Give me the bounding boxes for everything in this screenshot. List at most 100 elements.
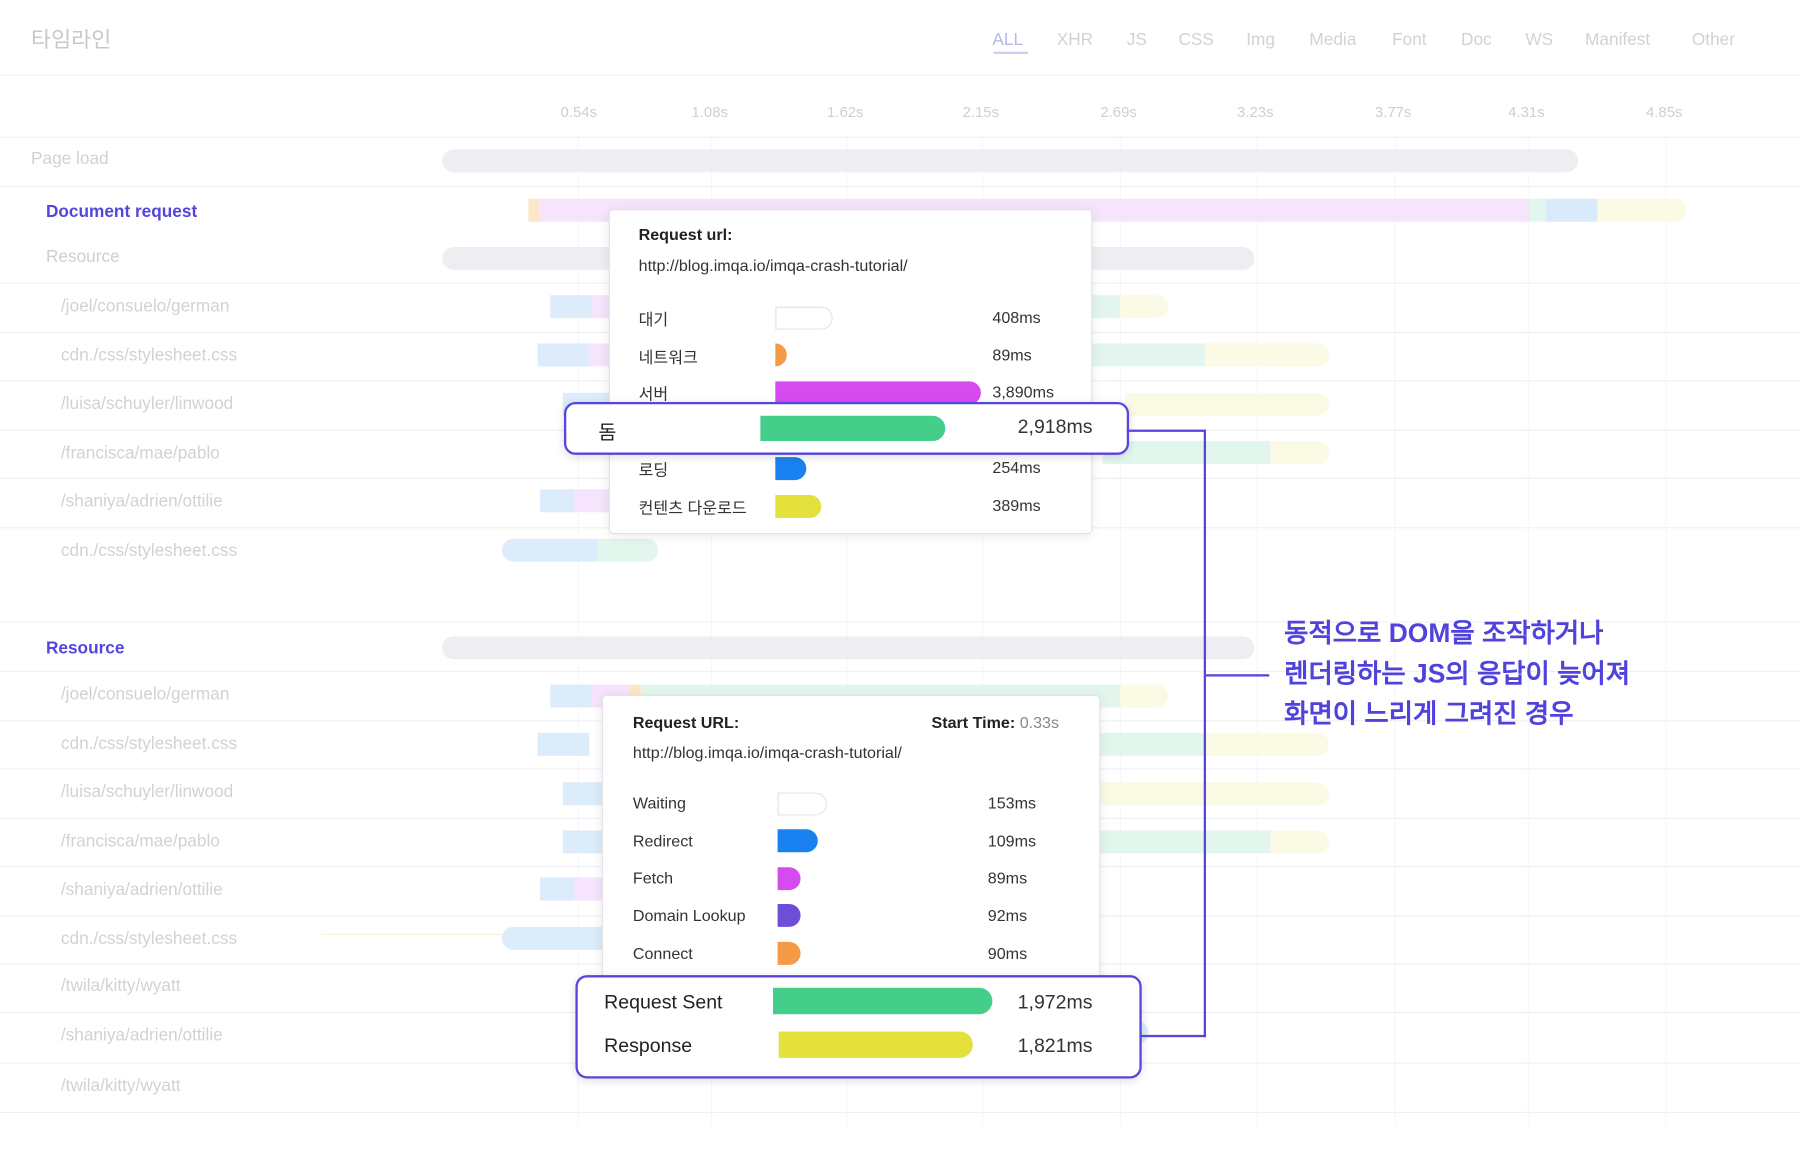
timeline-segment	[1102, 441, 1271, 465]
section-label-document-request: Document request	[45, 202, 198, 222]
section-label-resource: Resource	[45, 638, 125, 659]
timing-label-redirect: Redirect	[632, 831, 693, 850]
timeline-segment	[1597, 198, 1687, 222]
row-label-resource-item: /twila/kitty/wyatt	[60, 1076, 181, 1096]
timing-value-connect: 90ms	[987, 944, 1028, 963]
popup-url-label: Request URL:	[632, 713, 740, 732]
grid-line	[710, 137, 713, 1126]
timeline-segment	[1099, 732, 1205, 756]
connector-faint	[321, 933, 506, 935]
popup-url-label: Request url:	[638, 225, 733, 244]
timeline-segment	[1270, 441, 1329, 465]
connector-line	[1139, 1034, 1207, 1038]
axis-tick: 2.69s	[1100, 103, 1137, 121]
timing-label-connect: Connect	[632, 944, 693, 963]
grid-line	[577, 137, 579, 1126]
connector-line	[1206, 674, 1270, 677]
row-label-resource-item: /joel/consuelo/german	[60, 684, 230, 705]
row-label-resource-item: /shaniya/adrien/ottilie	[60, 491, 223, 512]
filter-tab-ws[interactable]: WS	[1525, 29, 1554, 50]
filter-tab-js[interactable]: JS	[1126, 29, 1147, 50]
row-label-resource-item: /luisa/schuyler/linwood	[60, 393, 234, 414]
timeline-segment	[591, 295, 615, 319]
timeline-segment	[539, 877, 575, 901]
highlight-dom-label: 돔	[598, 421, 617, 444]
row-label-resource-item: /luisa/schuyler/linwood	[60, 782, 234, 802]
resource-section-bar[interactable]	[442, 636, 1255, 660]
start-time-value: 0.33s	[1019, 713, 1060, 732]
timing-bar-network	[775, 343, 787, 367]
popup-url[interactable]: http://blog.imqa.io/imqa-crash-tutorial/	[632, 743, 902, 762]
annotation-text: 동적으로 DOM을 조작하거나 렌더링하는 JS의 응답이 늦어져 화면이 느리…	[1284, 613, 1630, 734]
row-divider	[0, 670, 1801, 672]
timeline-segment	[1546, 198, 1598, 222]
grid-line	[1665, 137, 1667, 1126]
timeline-segment	[1091, 343, 1205, 367]
timeline-segment	[1119, 295, 1169, 319]
timeline-segment	[1099, 830, 1271, 854]
filter-tab-doc[interactable]: Doc	[1461, 29, 1492, 50]
row-label-resource-item: /francisca/mae/pablo	[60, 831, 220, 852]
timeline-segment	[550, 684, 592, 708]
highlight-response-label: Response	[604, 1034, 693, 1057]
timing-value-wait: 408ms	[992, 307, 1041, 327]
filter-tab-xhr[interactable]: XHR	[1056, 29, 1094, 50]
page-load-bar[interactable]	[442, 149, 1579, 173]
timeline-segment	[1270, 830, 1329, 854]
grid-line	[846, 137, 848, 1126]
row-label-resource-item: cdn./css/stylesheet.css	[60, 929, 238, 949]
row-divider	[0, 1111, 1801, 1113]
request-detail-popup	[608, 209, 1093, 535]
popup-url[interactable]: http://blog.imqa.io/imqa-crash-tutorial/	[638, 256, 908, 275]
axis-tick: 3.77s	[1374, 103, 1412, 121]
timeline-segment	[539, 489, 575, 513]
axis-tick: 1.62s	[826, 103, 864, 121]
timeline-segment	[1529, 198, 1547, 222]
timing-value-server: 3,890ms	[992, 382, 1055, 401]
timeline-segment	[1204, 732, 1329, 756]
highlight-response-value: 1,821ms	[1017, 1034, 1093, 1057]
connector-line	[1126, 429, 1205, 432]
timing-bar-loading	[775, 457, 807, 481]
row-label-resource-item: /twila/kitty/wyatt	[60, 976, 181, 996]
timing-label-domain-lookup: Domain Lookup	[632, 906, 746, 925]
grid-line	[1394, 137, 1396, 1126]
start-time-label: Start Time:	[931, 713, 1016, 732]
filter-tab-media[interactable]: Media	[1309, 29, 1357, 50]
filter-tab-img[interactable]: Img	[1246, 29, 1275, 50]
grid-line	[1119, 137, 1122, 1126]
filter-tab-manifest[interactable]: Manifest	[1585, 29, 1651, 50]
filter-tab-other[interactable]: Other	[1691, 29, 1735, 50]
axis-divider	[0, 136, 1801, 138]
annotation-line: 렌더링하는 JS의 응답이 늦어져	[1284, 658, 1631, 689]
timing-value-loading: 254ms	[992, 458, 1041, 477]
timeline-segment	[1085, 295, 1120, 319]
page-title: 타임라인	[31, 28, 112, 53]
timeline-segment	[589, 343, 615, 367]
header-divider	[0, 74, 1801, 76]
filter-tab-css[interactable]: CSS	[1178, 29, 1214, 50]
timeline-segment	[1119, 684, 1169, 708]
timeline-segment	[574, 489, 612, 513]
timing-label-wait: 대기	[638, 310, 669, 329]
section-divider	[0, 621, 1801, 623]
timing-value-fetch: 89ms	[987, 868, 1028, 887]
timeline-segment	[1099, 782, 1329, 806]
filter-tab-all[interactable]: ALL	[992, 29, 1024, 50]
annotation-line: 화면이 느리게 그려진 경우	[1284, 698, 1574, 729]
timing-label-loading: 로딩	[638, 460, 669, 479]
highlight-request-sent-bar	[773, 987, 993, 1015]
filter-tab-font[interactable]: Font	[1392, 29, 1427, 50]
row-label-resource-item: /shaniya/adrien/ottilie	[60, 879, 223, 900]
row-divider	[0, 186, 1801, 188]
timing-bar-connect	[777, 941, 801, 965]
grid-line	[982, 137, 984, 1126]
timeline-segment	[537, 732, 590, 756]
timeline-segment	[597, 538, 659, 562]
axis-tick: 4.31s	[1508, 103, 1545, 121]
highlight-request-sent-value: 1,972ms	[1017, 991, 1093, 1014]
grid-line	[1527, 137, 1529, 1126]
timeline-segment	[550, 295, 592, 319]
axis-tick: 0.54s	[560, 103, 598, 121]
timeline-segment	[528, 198, 540, 222]
